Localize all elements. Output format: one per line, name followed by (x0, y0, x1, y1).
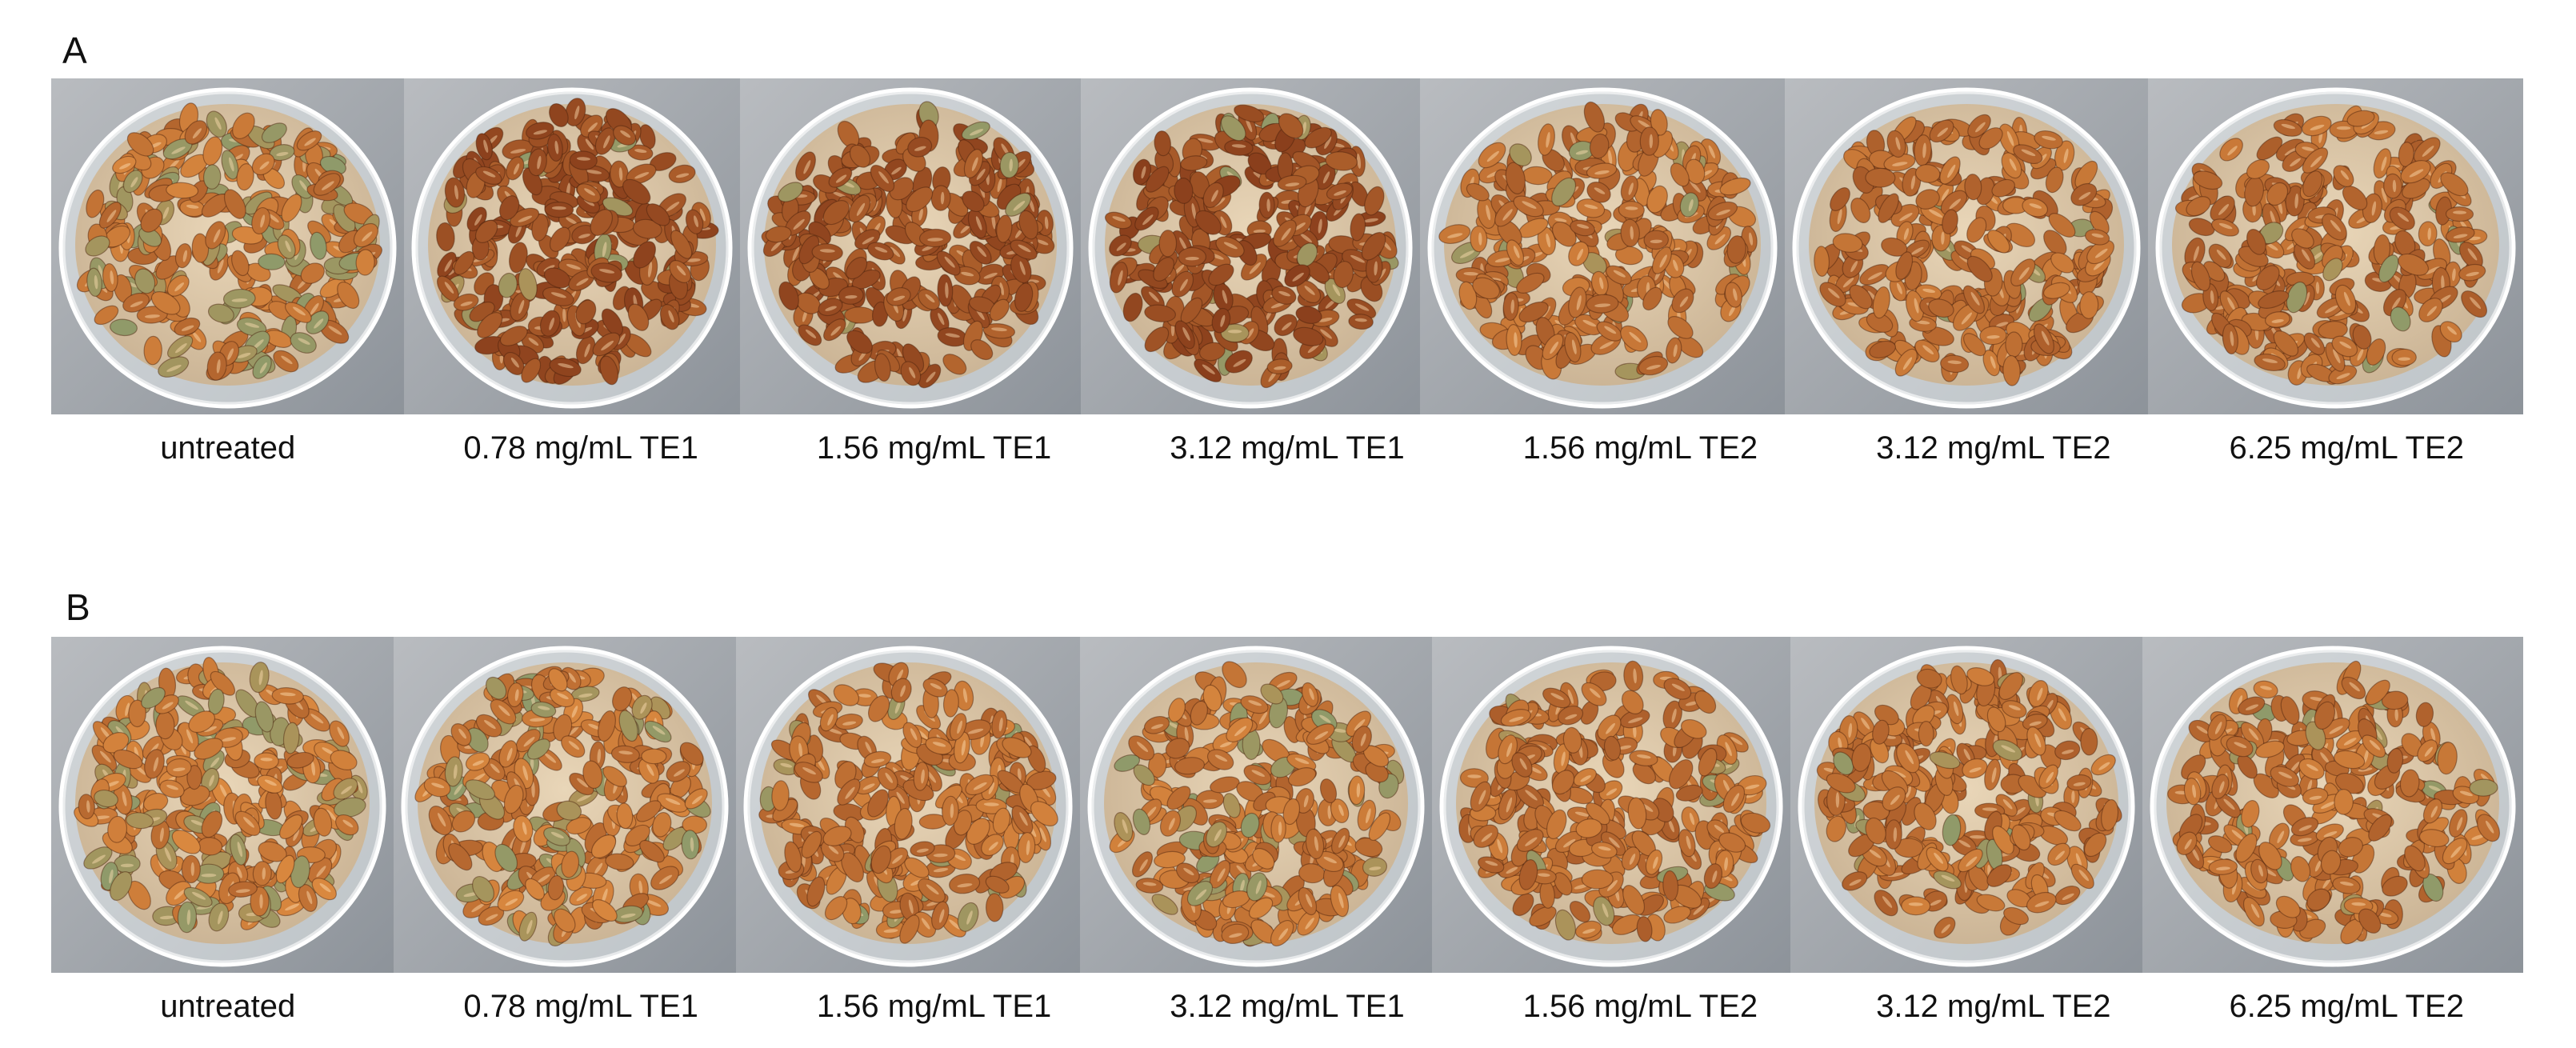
petri-dish-illustration (1785, 78, 2148, 414)
petri-dish-illustration (1790, 637, 2142, 973)
petri-dish-photo (404, 78, 740, 414)
petri-dish-photo (1081, 78, 1420, 414)
petri-dish-illustration (51, 637, 394, 973)
petri-dish-illustration (1432, 637, 1790, 973)
panel-letter-a: A (62, 30, 87, 71)
dish-label: 3.12 mg/mL TE2 (1876, 430, 2111, 466)
dish-label: untreated (160, 989, 296, 1024)
petri-dish-illustration (1420, 78, 1785, 414)
petri-dish-illustration (1081, 78, 1420, 414)
petri-dish-illustration (2142, 637, 2523, 973)
photo-strip-b (51, 637, 2523, 973)
petri-dish-photo (394, 637, 736, 973)
petri-dish-photo (51, 78, 404, 414)
dish-label: 1.56 mg/mL TE2 (1522, 989, 1758, 1024)
dish-label: 3.12 mg/mL TE1 (1170, 989, 1405, 1024)
petri-dish-photo (51, 637, 394, 973)
dish-label: untreated (160, 430, 296, 466)
dish-label: 6.25 mg/mL TE2 (2229, 430, 2464, 466)
petri-dish-photo (1432, 637, 1790, 973)
petri-dish-photo (1080, 637, 1432, 973)
petri-dish-illustration (51, 78, 404, 414)
petri-dish-photo (1785, 78, 2148, 414)
petri-dish-illustration (2148, 78, 2523, 414)
petri-dish-illustration (404, 78, 740, 414)
dish-label: 0.78 mg/mL TE1 (463, 430, 698, 466)
petri-dish-illustration (736, 637, 1080, 973)
petri-dish-photo (740, 78, 1081, 414)
petri-dish-photo (1790, 637, 2142, 973)
petri-dish-photo (2148, 78, 2523, 414)
dish-label: 6.25 mg/mL TE2 (2229, 989, 2464, 1024)
dish-label: 1.56 mg/mL TE1 (816, 430, 1052, 466)
panel-letter-b: B (66, 586, 90, 628)
petri-dish-illustration (1080, 637, 1432, 973)
petri-dish-photo (1420, 78, 1785, 414)
dish-label: 3.12 mg/mL TE1 (1170, 430, 1405, 466)
dish-label: 1.56 mg/mL TE2 (1522, 430, 1758, 466)
dish-labels-a: untreated 0.78 mg/mL TE1 1.56 mg/mL TE1 … (51, 424, 2523, 472)
dish-label: 0.78 mg/mL TE1 (463, 989, 698, 1024)
dish-labels-b: untreated 0.78 mg/mL TE1 1.56 mg/mL TE1 … (51, 982, 2523, 1030)
dish-label: 3.12 mg/mL TE2 (1876, 989, 2111, 1024)
petri-dish-illustration (394, 637, 736, 973)
dish-label: 1.56 mg/mL TE1 (816, 989, 1052, 1024)
petri-dish-photo (2142, 637, 2523, 973)
petri-dish-photo (736, 637, 1080, 973)
photo-strip-a (51, 78, 2523, 414)
petri-dish-illustration (740, 78, 1081, 414)
